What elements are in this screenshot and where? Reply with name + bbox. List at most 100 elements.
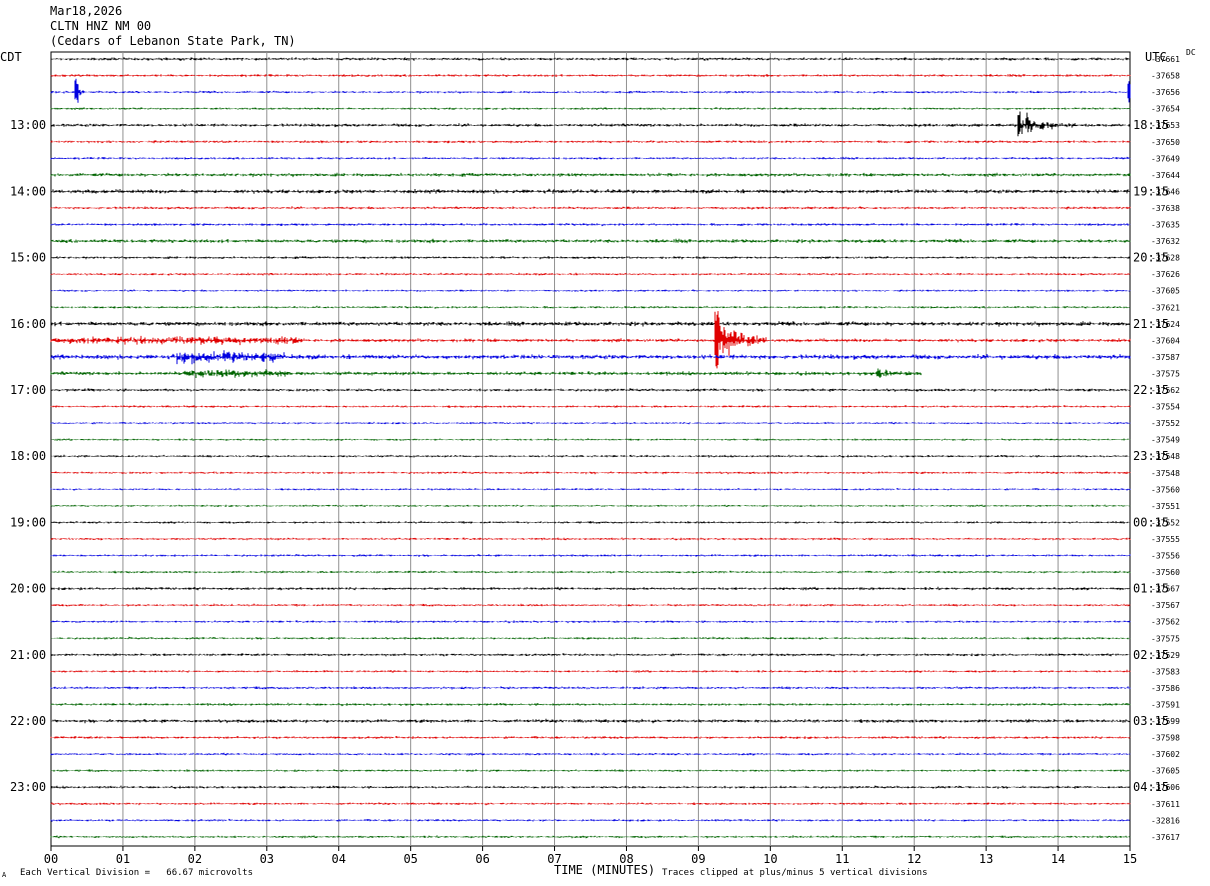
cdt-hour-label: 21:00 xyxy=(10,648,46,662)
dc-offset-label: -37529 xyxy=(1151,651,1180,660)
x-tick-label: 10 xyxy=(763,852,777,866)
left-timezone-label: CDT xyxy=(0,50,22,64)
dc-offset-label: -37583 xyxy=(1151,667,1180,676)
utc-hour-label: 21:15 xyxy=(1133,317,1169,331)
x-tick-label: 06 xyxy=(475,852,489,866)
trace-row xyxy=(50,222,1131,227)
dc-offset-header: DC xyxy=(1186,48,1196,57)
dc-offset-label: -37560 xyxy=(1151,485,1180,494)
trace-row xyxy=(50,256,1131,260)
trace-row xyxy=(50,368,922,378)
utc-hour-label: 22:15 xyxy=(1133,383,1169,397)
dc-offset-label: -37624 xyxy=(1151,320,1180,329)
trace-row xyxy=(50,736,1131,740)
dc-offset-label: -37611 xyxy=(1151,800,1180,809)
dc-offset-label: -37575 xyxy=(1151,634,1180,643)
trace-row xyxy=(50,107,1131,111)
trace-row xyxy=(50,238,1131,244)
dc-offset-label: -37562 xyxy=(1151,618,1180,627)
dc-offset-label: -37605 xyxy=(1151,767,1180,776)
trace-row xyxy=(50,769,1131,773)
dc-offset-label: -37644 xyxy=(1151,171,1180,180)
trace-row xyxy=(50,78,1131,103)
dc-offset-label: -37650 xyxy=(1151,138,1180,147)
cdt-hour-label: 20:00 xyxy=(10,582,46,596)
trace-row xyxy=(50,488,1131,491)
trace-row xyxy=(50,172,1131,178)
dc-offset-label: -37548 xyxy=(1151,469,1180,478)
helicorder-date: Mar18,2026 xyxy=(50,4,123,18)
dc-offset-label: -37635 xyxy=(1151,221,1180,230)
x-tick-label: 03 xyxy=(260,852,274,866)
dc-offset-label: -37638 xyxy=(1151,204,1180,213)
dc-offset-label: -37567 xyxy=(1151,585,1180,594)
trace-row xyxy=(50,156,1131,160)
trace-row xyxy=(50,554,1131,557)
trace-row xyxy=(50,586,1131,591)
trace-row xyxy=(50,272,1131,276)
cdt-hour-label: 23:00 xyxy=(10,780,46,794)
station-code: CLTN HNZ NM 00 xyxy=(50,19,152,33)
dc-offset-label: -37617 xyxy=(1151,833,1180,842)
trace-row xyxy=(50,835,1131,839)
utc-hour-label: 20:15 xyxy=(1133,251,1169,265)
x-tick-label: 02 xyxy=(188,852,202,866)
x-tick-label: 13 xyxy=(979,852,993,866)
x-tick-label: 07 xyxy=(547,852,561,866)
dc-offset-label: -37555 xyxy=(1151,535,1180,544)
trace-row xyxy=(50,188,1131,194)
trace-row xyxy=(50,321,1131,327)
trace-row xyxy=(50,702,1131,707)
dc-offset-label: -37587 xyxy=(1151,353,1180,362)
corner-mark: A xyxy=(2,871,7,879)
x-tick-label: 00 xyxy=(44,852,58,866)
utc-hour-label: 18:15 xyxy=(1133,118,1169,132)
cdt-hour-label: 15:00 xyxy=(10,251,46,265)
trace-row xyxy=(50,818,1131,822)
dc-offset-label: -37548 xyxy=(1151,452,1180,461)
station-location: (Cedars of Lebanon State Park, TN) xyxy=(50,34,296,48)
dc-offset-label: -37552 xyxy=(1151,419,1180,428)
dc-offset-label: -37605 xyxy=(1151,287,1180,296)
dc-offset-label: -37554 xyxy=(1151,403,1180,412)
x-tick-label: 15 xyxy=(1123,852,1137,866)
cdt-hour-label: 16:00 xyxy=(10,317,46,331)
trace-row xyxy=(50,438,1131,441)
dc-offset-label: -37626 xyxy=(1151,270,1180,279)
trace-row xyxy=(50,802,1131,806)
dc-offset-label: -37562 xyxy=(1151,386,1180,395)
dc-offset-label: -37560 xyxy=(1151,568,1180,577)
x-tick-label: 04 xyxy=(332,852,346,866)
dc-offset-label: -37628 xyxy=(1151,254,1180,263)
dc-offset-label: -37556 xyxy=(1151,552,1180,561)
trace-row xyxy=(50,752,1131,756)
trace-row xyxy=(50,520,1131,524)
dc-offset-label: -37606 xyxy=(1151,783,1180,792)
utc-hour-label: 01:15 xyxy=(1133,582,1169,596)
trace-row xyxy=(50,206,1131,210)
trace-row xyxy=(50,653,1131,657)
cdt-hour-label: 18:00 xyxy=(10,449,46,463)
x-tick-label: 05 xyxy=(403,852,417,866)
x-axis-title: TIME (MINUTES) xyxy=(554,863,656,877)
trace-row xyxy=(50,289,1131,292)
trace-row xyxy=(50,686,1131,690)
dc-offset-label: -37552 xyxy=(1151,518,1180,527)
dc-offset-label: -37575 xyxy=(1151,369,1180,378)
trace-row xyxy=(50,74,1131,78)
dc-offset-label: -37653 xyxy=(1151,121,1180,130)
dc-offset-label: -37586 xyxy=(1151,684,1180,693)
right-timezone-label: UTC xyxy=(1145,50,1167,64)
trace-row xyxy=(50,140,1131,144)
trace-row xyxy=(50,471,1131,475)
x-tick-label: 09 xyxy=(691,852,705,866)
dc-offset-label: -37649 xyxy=(1151,154,1180,163)
utc-hour-label: 02:15 xyxy=(1133,648,1169,662)
x-tick-label: 08 xyxy=(619,852,633,866)
trace-row xyxy=(50,305,1131,309)
trace-row xyxy=(50,718,1131,724)
dc-offset-label: -37658 xyxy=(1151,72,1180,81)
trace-row xyxy=(50,570,1131,574)
trace-row xyxy=(50,421,1131,425)
